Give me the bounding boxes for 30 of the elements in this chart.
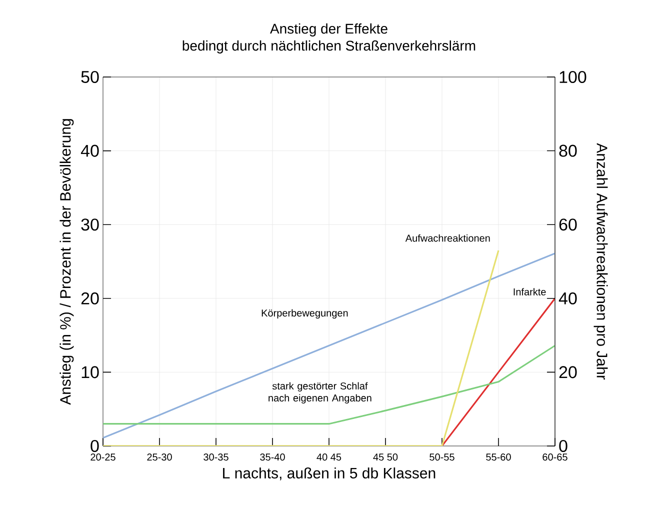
y-tick-label: 30 (81, 218, 99, 231)
series-label: stark gestörter Schlaf nach eigenen Angaben (268, 382, 372, 404)
y-tick-label: 50 (81, 70, 99, 84)
x-tick-label: 40 45 (316, 454, 342, 461)
chart-subtitle: bedingt durch nächtlichen Straßenverkehrslärm (182, 40, 476, 54)
y2-tick-label: 40 (558, 292, 577, 304)
y-tick-label: 10 (82, 366, 99, 378)
y2-axis-title: Anzahl Aufwachreaktionen pro Jahr (594, 143, 608, 380)
x-tick-label: 20-25 (90, 454, 116, 461)
y-axis-title: Anstieg (in %) / Prozent in der Bevölkerung (60, 119, 74, 405)
series-label: Aufwachreaktionen (405, 234, 490, 242)
series-label: Körperbewegungen (262, 309, 348, 319)
y2-tick-label: 0 (559, 440, 568, 452)
y-tick-label: 40 (80, 144, 99, 157)
y2-tick-label: 100 (560, 70, 586, 84)
x-tick-label: 25-30 (147, 454, 172, 461)
y-tick-label: 0 (90, 440, 99, 452)
x-tick-label: 55-60 (486, 454, 511, 461)
y2-tick-label: 80 (559, 144, 577, 157)
y-tick-label: 20 (81, 292, 99, 304)
y2-tick-label: 60 (559, 218, 577, 231)
x-tick-label: 30-35 (204, 454, 228, 461)
series-label: Infarkte (514, 288, 546, 296)
chart-title: Anstieg der Effekte (270, 23, 388, 36)
x-tick-label: 35-40 (260, 454, 285, 461)
x-tick-label: 45 50 (373, 454, 398, 461)
y2-tick-label: 20 (559, 366, 577, 378)
x-axis-title: L nachts, außen in 5 db Klassen (223, 467, 436, 480)
x-tick-label: 50-55 (430, 454, 454, 461)
x-tick-label: 60-65 (542, 454, 568, 461)
